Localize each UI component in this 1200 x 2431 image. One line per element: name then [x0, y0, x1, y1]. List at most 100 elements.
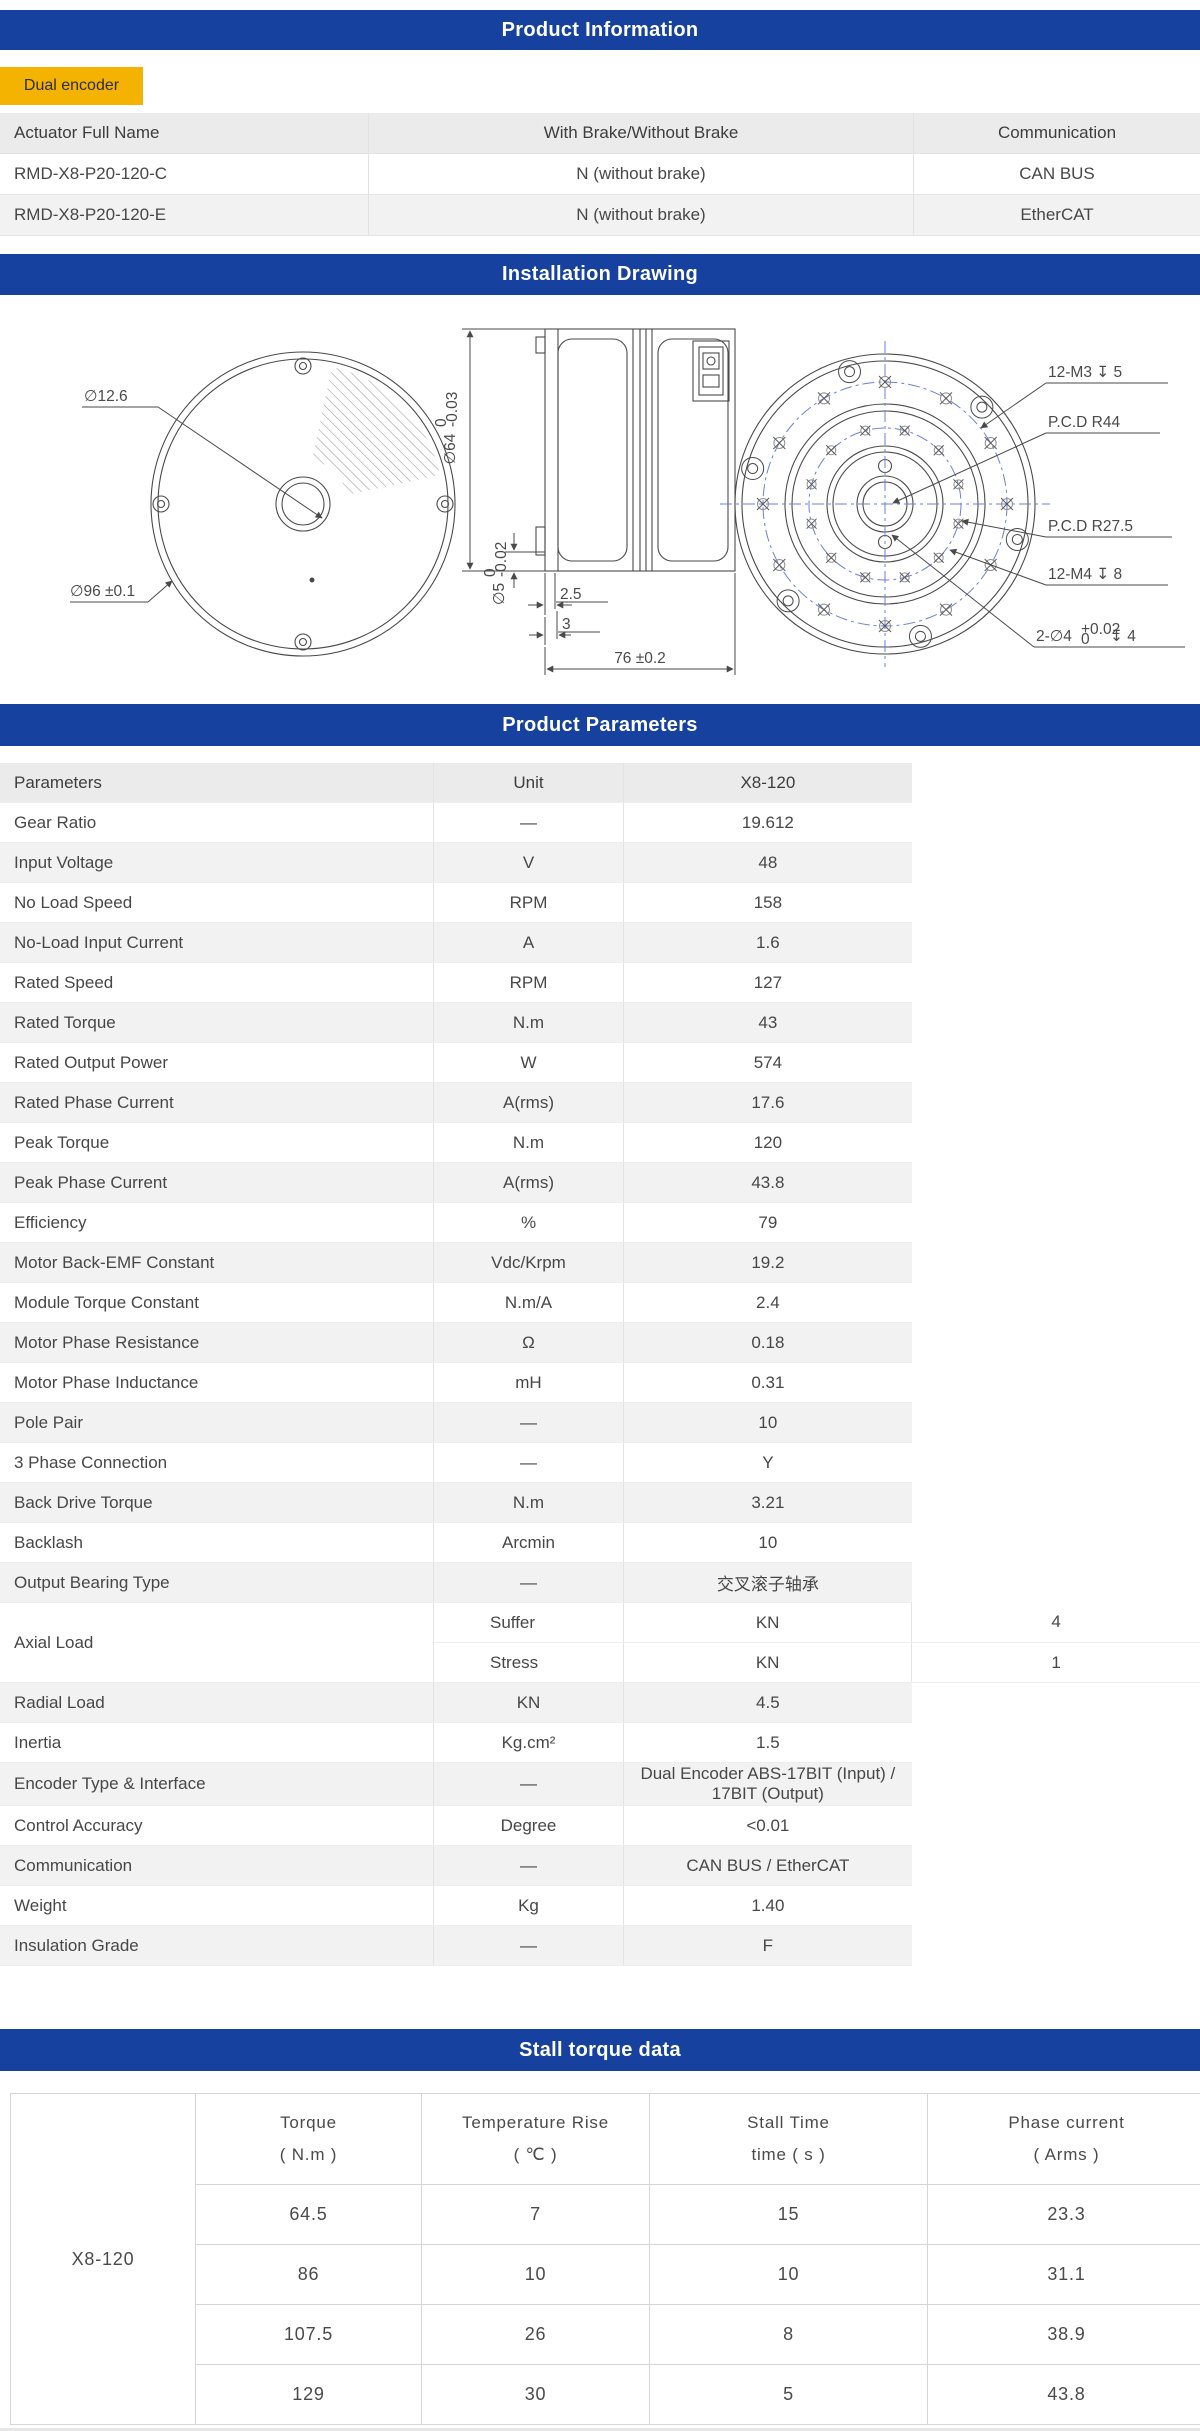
rear-view-centerlines [720, 341, 1050, 667]
param-name-cell: No-Load Input Current [0, 923, 434, 963]
param-value-cell: 4 [912, 1603, 1200, 1643]
param-value-cell: 3.21 [624, 1483, 912, 1523]
param-unit-cell: W [434, 1043, 624, 1083]
front-view [151, 352, 455, 656]
param-value-cell: 43.8 [624, 1163, 912, 1203]
info-cell-brake: N (without brake) [369, 195, 914, 236]
stall-value-cell: 26 [422, 2305, 650, 2365]
param-unit-cell: RPM [434, 883, 624, 923]
stall-value-cell: 107.5 [196, 2305, 422, 2365]
param-name-cell: Control Accuracy [0, 1806, 434, 1846]
dim-label-d64: ∅64 [442, 433, 459, 464]
info-col-communication: Communication [914, 113, 1200, 154]
param-unit-cell: — [434, 1846, 624, 1886]
stall-value-cell: 8 [650, 2305, 928, 2365]
info-header-row: Actuator Full Name With Brake/Without Br… [0, 113, 1200, 154]
param-row: Output Bearing Type—交叉滚子轴承 [0, 1563, 1200, 1603]
info-row: RMD-X8-P20-120-E N (without brake) Ether… [0, 195, 1200, 236]
param-value-cell: Dual Encoder ABS-17BIT (Input) / 17BIT (… [624, 1763, 912, 1806]
param-name-cell: Backlash [0, 1523, 434, 1563]
stall-value-cell: 30 [422, 2365, 650, 2425]
param-name-cell: No Load Speed [0, 883, 434, 923]
stall-value-cell: 86 [196, 2245, 422, 2305]
param-value-cell: 1.40 [624, 1886, 912, 1926]
param-unit-cell: — [434, 803, 624, 843]
params-col-parameters: Parameters [0, 763, 434, 803]
dim-label-d5-tol-bot: -0.02 [493, 542, 510, 577]
param-value-cell: 43 [624, 1003, 912, 1043]
param-value-cell: 1.6 [624, 923, 912, 963]
param-value-cell: 10 [624, 1523, 912, 1563]
param-unit-cell: V [434, 843, 624, 883]
dim-label-pcd-outer: P.C.D R44 [1048, 414, 1120, 431]
dim-label-flange: 2.5 [560, 586, 582, 603]
param-name-cell: 3 Phase Connection [0, 1443, 434, 1483]
dim-label-step: 3 [562, 616, 571, 633]
stall-value-cell: 15 [650, 2185, 928, 2245]
param-value-cell: CAN BUS / EtherCAT [624, 1846, 912, 1886]
param-unit-cell: — [434, 1563, 624, 1603]
param-value-cell: 120 [624, 1123, 912, 1163]
param-name-cell: Radial Load [0, 1683, 434, 1723]
param-value-cell: 574 [624, 1043, 912, 1083]
param-unit-cell: A [434, 923, 624, 963]
stall-value-cell: 38.9 [928, 2305, 1200, 2365]
param-unit-cell: KN [624, 1603, 912, 1643]
param-name-cell: Output Bearing Type [0, 1563, 434, 1603]
param-unit-cell: — [434, 1763, 624, 1806]
param-row: Communication—CAN BUS / EtherCAT [0, 1846, 1200, 1886]
param-subname-cell: Suffer [434, 1603, 624, 1643]
param-value-cell: 1 [912, 1643, 1200, 1683]
dim-label-front-od: ∅96 ±0.1 [70, 583, 135, 600]
param-name-cell: Encoder Type & Interface [0, 1763, 434, 1806]
param-value-cell: 0.18 [624, 1323, 912, 1363]
param-name-cell: Rated Output Power [0, 1043, 434, 1083]
param-name-cell: Rated Phase Current [0, 1083, 434, 1123]
param-name-cell: Pole Pair [0, 1403, 434, 1443]
param-value-cell: <0.01 [624, 1806, 912, 1846]
dim-label-front-hole: ∅12.6 [84, 388, 128, 405]
param-value-cell: F [624, 1926, 912, 1966]
param-row: 3 Phase Connection—Y [0, 1443, 1200, 1483]
param-subname-cell: Stress [434, 1643, 624, 1683]
params-col-model: X8-120 [624, 763, 912, 803]
param-unit-cell: N.m [434, 1003, 624, 1043]
dim-label-length: 76 ±0.2 [614, 650, 666, 667]
stall-value-cell: 43.8 [928, 2365, 1200, 2425]
param-name-cell: Rated Speed [0, 963, 434, 1003]
param-value-cell: Y [624, 1443, 912, 1483]
param-unit-cell: Arcmin [434, 1523, 624, 1563]
info-col-actuator-name: Actuator Full Name [0, 113, 369, 154]
stall-header-cell: Phase current( Arms ) [928, 2094, 1200, 2185]
dim-label-pin-tol-bot: 0 [1081, 631, 1090, 648]
stall-value-cell: 23.3 [928, 2185, 1200, 2245]
param-unit-cell: A(rms) [434, 1163, 624, 1203]
front-view-dimensions [70, 407, 322, 602]
param-name-cell: Peak Phase Current [0, 1163, 434, 1203]
param-name-cell: Motor Back-EMF Constant [0, 1243, 434, 1283]
dim-label-d5: ∅5 [491, 583, 508, 605]
param-value-cell: 158 [624, 883, 912, 923]
section-title-installation-drawing: Installation Drawing [0, 254, 1200, 295]
param-value-cell: 19.2 [624, 1243, 912, 1283]
param-unit-cell: Ω [434, 1323, 624, 1363]
installation-drawing-figure: ∅12.6 ∅96 ±0.1 [0, 309, 1200, 699]
info-cell-communication: EtherCAT [914, 195, 1200, 236]
param-name-cell: Inertia [0, 1723, 434, 1763]
stall-value-cell: 5 [650, 2365, 928, 2425]
param-name-cell: Weight [0, 1886, 434, 1926]
param-name-cell: Gear Ratio [0, 803, 434, 843]
